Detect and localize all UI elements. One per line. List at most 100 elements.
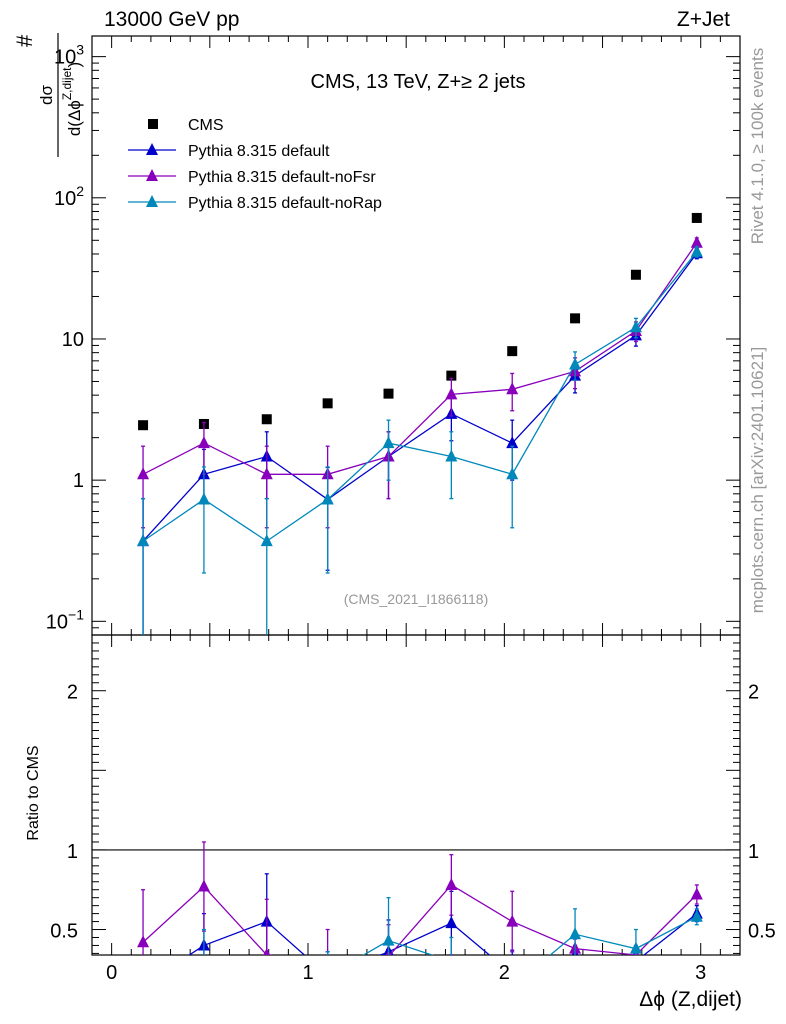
- x-tick-label: 3: [695, 962, 706, 984]
- ratio-line: [142, 884, 698, 955]
- legend-marker: [146, 169, 158, 181]
- ratio-y-tick-label-right: 0.5: [748, 921, 776, 943]
- data-point: [197, 492, 210, 505]
- ratio-point: [506, 914, 519, 927]
- legend: CMS Pythia 8.315 default Pythia 8.315 defa…: [128, 117, 382, 212]
- ratio-point: [327, 954, 328, 955]
- ratio-point: [629, 941, 642, 954]
- cms-data-point: [383, 388, 394, 399]
- ratio-plot-frame: [91, 634, 741, 956]
- ratio-series-2: [137, 841, 703, 955]
- data-point: [260, 534, 273, 547]
- ratio-point: [382, 933, 395, 946]
- main-y-tick-label: 1: [73, 470, 84, 492]
- ratio-point: [569, 927, 582, 940]
- ratio-y-tick-label: 0.5: [50, 921, 78, 943]
- svg-text:dσ: dσ: [37, 85, 56, 105]
- ratio-point: [197, 879, 210, 892]
- main-series: [137, 212, 703, 635]
- x-tick-label: 1: [302, 962, 313, 984]
- ratio-point: [690, 909, 703, 922]
- ratio-series-1: [137, 873, 703, 990]
- cms-data-point: [570, 313, 581, 324]
- series-line: [142, 242, 698, 475]
- main-axis-ticks: [92, 36, 741, 636]
- main-y-tick-label: 10: [62, 329, 84, 351]
- series-pythia-2: [137, 235, 703, 529]
- ratio-y-tick-label: 1: [67, 841, 78, 863]
- series-pythia-1: [137, 246, 703, 635]
- cms-data-point: [691, 212, 702, 223]
- ratio-point: [322, 969, 334, 981]
- data-point: [629, 320, 642, 333]
- x-tick-label: 2: [499, 962, 510, 984]
- legend-item: Pythia 8.315 default: [128, 143, 330, 160]
- series-pythia-3: [137, 244, 703, 635]
- ratio-point: [690, 887, 703, 900]
- header-left: 13000 GeV pp: [104, 8, 239, 31]
- analysis-watermark: (CMS_2021_I1866118): [344, 591, 489, 607]
- rivet-version-label: Rivet 4.1.0, ≥ 100k events: [748, 48, 767, 244]
- ratio-point: [445, 916, 458, 929]
- ratio-line: [188, 913, 698, 955]
- x-tick-labels: 0 1 2 3: [106, 962, 706, 984]
- data-point: [445, 387, 458, 400]
- data-point: [690, 235, 703, 248]
- legend-marker: [146, 195, 158, 207]
- legend-label: Pythia 8.315 default: [188, 143, 330, 160]
- legend-label: Pythia 8.315 default-noFsr: [188, 169, 376, 186]
- cms-data-point: [322, 398, 333, 409]
- legend-item: Pythia 8.315 default-noRap: [128, 195, 382, 212]
- legend-label: CMS: [188, 117, 224, 134]
- ratio-line: [362, 916, 698, 955]
- data-point: [506, 382, 519, 395]
- data-point: [506, 467, 519, 480]
- ratio-point: [137, 978, 149, 990]
- cms-data-point: [138, 420, 149, 431]
- ratio-point: [263, 948, 271, 955]
- legend-item: CMS: [148, 117, 224, 134]
- ratio-y-tick-label-right: 1: [748, 841, 759, 863]
- data-point: [569, 357, 582, 370]
- data-point: [506, 436, 519, 449]
- data-point: [137, 534, 150, 547]
- x-tick-label: 0: [106, 962, 117, 984]
- mcplots-label: mcplots.cern.ch [arXiv:2401.10621]: [748, 347, 767, 613]
- x-axis-label: Δϕ (Z,dijet): [639, 988, 742, 1011]
- cms-data-point: [446, 370, 457, 381]
- ratio-point: [445, 877, 458, 890]
- ratio-y-tick-labels: 0.5 0.5 1 1 2 2: [50, 682, 776, 943]
- ratio-series-3: [137, 897, 703, 990]
- ratio-point: [322, 969, 334, 981]
- legend-label: Pythia 8.315 default-noRap: [188, 195, 382, 212]
- cms-data-point: [507, 346, 518, 357]
- data-point: [260, 467, 273, 480]
- ratio-y-tick-label: 2: [67, 682, 78, 704]
- ratio-point: [137, 978, 149, 990]
- legend-item: Pythia 8.315 default-noFsr: [128, 169, 376, 186]
- series-cms: [138, 212, 702, 431]
- header-right: Z+Jet: [677, 8, 730, 31]
- legend-marker: [148, 119, 158, 129]
- ratio-point: [635, 954, 637, 955]
- plot-title: CMS, 13 TeV, Z+≥ 2 jets: [311, 71, 526, 93]
- main-y-tick-label: 103: [54, 42, 84, 69]
- data-point: [382, 436, 395, 449]
- main-y-tick-label: 10−1: [46, 606, 84, 633]
- ratio-series: [137, 841, 703, 990]
- series-line: [142, 252, 698, 542]
- svg-text:d(ΔϕZ,dijet): d(ΔϕZ,dijet): [60, 62, 84, 136]
- ratio-point: [261, 978, 273, 990]
- ratio-y-axis-label: Ratio to CMS: [25, 745, 42, 840]
- main-y-tick-label: 102: [54, 183, 84, 210]
- legend-marker: [146, 143, 158, 155]
- data-point: [137, 467, 150, 480]
- series-line: [142, 251, 698, 542]
- ratio-point: [451, 954, 452, 955]
- cms-data-point: [261, 414, 272, 425]
- data-point: [321, 492, 334, 505]
- data-point: [690, 244, 703, 257]
- data-point: [445, 449, 458, 462]
